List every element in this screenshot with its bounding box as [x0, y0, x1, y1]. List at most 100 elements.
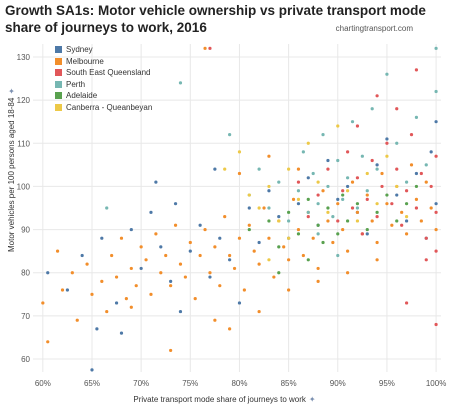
- data-point[interactable]: [262, 206, 266, 210]
- data-point[interactable]: [331, 240, 335, 245]
- data-point[interactable]: [218, 284, 222, 288]
- data-point[interactable]: [355, 176, 360, 180]
- data-point[interactable]: [55, 249, 60, 253]
- data-point[interactable]: [296, 202, 301, 206]
- data-point[interactable]: [365, 171, 369, 176]
- data-point[interactable]: [370, 158, 374, 163]
- data-point[interactable]: [424, 236, 428, 240]
- data-point[interactable]: [346, 189, 350, 193]
- data-point[interactable]: [434, 154, 438, 158]
- data-point[interactable]: [129, 305, 133, 309]
- data-point[interactable]: [287, 288, 291, 292]
- data-point[interactable]: [139, 266, 143, 271]
- data-point[interactable]: [341, 227, 345, 232]
- data-point[interactable]: [434, 249, 438, 253]
- data-point[interactable]: [316, 266, 320, 271]
- data-point[interactable]: [316, 180, 320, 184]
- data-point[interactable]: [346, 184, 350, 189]
- data-point[interactable]: [247, 193, 251, 197]
- data-point[interactable]: [169, 279, 173, 283]
- data-point[interactable]: [287, 236, 291, 240]
- data-point[interactable]: [395, 219, 399, 223]
- data-point[interactable]: [350, 120, 355, 124]
- data-point[interactable]: [213, 167, 217, 171]
- data-point[interactable]: [434, 210, 438, 214]
- data-point[interactable]: [326, 167, 330, 171]
- data-point[interactable]: [365, 189, 369, 193]
- data-point[interactable]: [336, 197, 340, 201]
- data-point[interactable]: [119, 236, 124, 240]
- data-point[interactable]: [208, 275, 212, 279]
- data-point[interactable]: [341, 189, 345, 193]
- data-point[interactable]: [424, 258, 428, 262]
- data-point[interactable]: [95, 327, 99, 331]
- data-point[interactable]: [375, 94, 379, 98]
- data-point[interactable]: [119, 331, 124, 335]
- data-point[interactable]: [414, 171, 419, 176]
- data-point[interactable]: [336, 253, 340, 258]
- data-point[interactable]: [321, 240, 325, 245]
- data-point[interactable]: [346, 150, 350, 154]
- data-point[interactable]: [282, 245, 286, 249]
- data-point[interactable]: [173, 202, 178, 206]
- data-point[interactable]: [326, 210, 330, 214]
- data-point[interactable]: [385, 72, 389, 76]
- data-point[interactable]: [46, 271, 50, 275]
- data-point[interactable]: [267, 189, 271, 193]
- data-point[interactable]: [306, 215, 310, 219]
- data-point[interactable]: [346, 249, 350, 253]
- data-point[interactable]: [414, 206, 419, 210]
- data-point[interactable]: [404, 180, 409, 184]
- data-point[interactable]: [395, 167, 399, 171]
- data-point[interactable]: [336, 232, 340, 236]
- data-point[interactable]: [375, 210, 379, 214]
- data-point[interactable]: [355, 219, 360, 223]
- data-point[interactable]: [395, 107, 399, 111]
- data-point[interactable]: [346, 271, 350, 275]
- data-point[interactable]: [287, 258, 291, 262]
- data-point[interactable]: [326, 184, 330, 189]
- data-point[interactable]: [159, 271, 163, 275]
- data-point[interactable]: [267, 184, 271, 189]
- data-point[interactable]: [336, 124, 340, 128]
- data-point[interactable]: [296, 167, 301, 171]
- data-point[interactable]: [110, 253, 114, 258]
- data-point[interactable]: [404, 301, 409, 305]
- data-point[interactable]: [149, 292, 153, 296]
- data-point[interactable]: [434, 227, 438, 232]
- data-point[interactable]: [424, 163, 428, 167]
- data-point[interactable]: [208, 271, 212, 275]
- data-point[interactable]: [434, 120, 438, 124]
- data-point[interactable]: [267, 206, 271, 210]
- data-point[interactable]: [178, 262, 183, 266]
- data-point[interactable]: [395, 184, 399, 189]
- data-point[interactable]: [326, 206, 330, 210]
- data-point[interactable]: [375, 215, 379, 219]
- data-point[interactable]: [178, 81, 183, 85]
- data-point[interactable]: [296, 227, 301, 232]
- data-point[interactable]: [336, 219, 340, 223]
- data-point[interactable]: [385, 137, 389, 141]
- data-point[interactable]: [370, 219, 374, 223]
- data-point[interactable]: [395, 193, 399, 197]
- data-point[interactable]: [400, 210, 404, 214]
- data-point[interactable]: [287, 219, 291, 223]
- data-point[interactable]: [237, 171, 242, 176]
- data-point[interactable]: [296, 189, 301, 193]
- data-point[interactable]: [296, 232, 301, 236]
- data-point[interactable]: [41, 301, 45, 305]
- data-point[interactable]: [203, 227, 207, 232]
- data-point[interactable]: [434, 89, 438, 94]
- data-point[interactable]: [306, 258, 310, 262]
- data-point[interactable]: [105, 309, 109, 314]
- data-point[interactable]: [228, 327, 232, 331]
- data-point[interactable]: [316, 193, 320, 197]
- data-point[interactable]: [346, 219, 350, 223]
- data-point[interactable]: [395, 141, 399, 145]
- data-point[interactable]: [228, 133, 232, 137]
- data-point[interactable]: [385, 193, 389, 197]
- data-point[interactable]: [46, 340, 50, 344]
- data-point[interactable]: [429, 206, 433, 210]
- data-point[interactable]: [257, 206, 261, 210]
- data-point[interactable]: [228, 253, 232, 258]
